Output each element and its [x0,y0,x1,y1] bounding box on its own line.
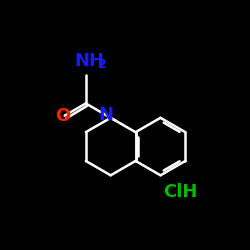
Text: 2: 2 [98,58,107,71]
Text: O: O [55,107,70,125]
Text: N: N [99,106,114,124]
Text: NH: NH [74,52,104,70]
Text: ClH: ClH [163,182,198,200]
